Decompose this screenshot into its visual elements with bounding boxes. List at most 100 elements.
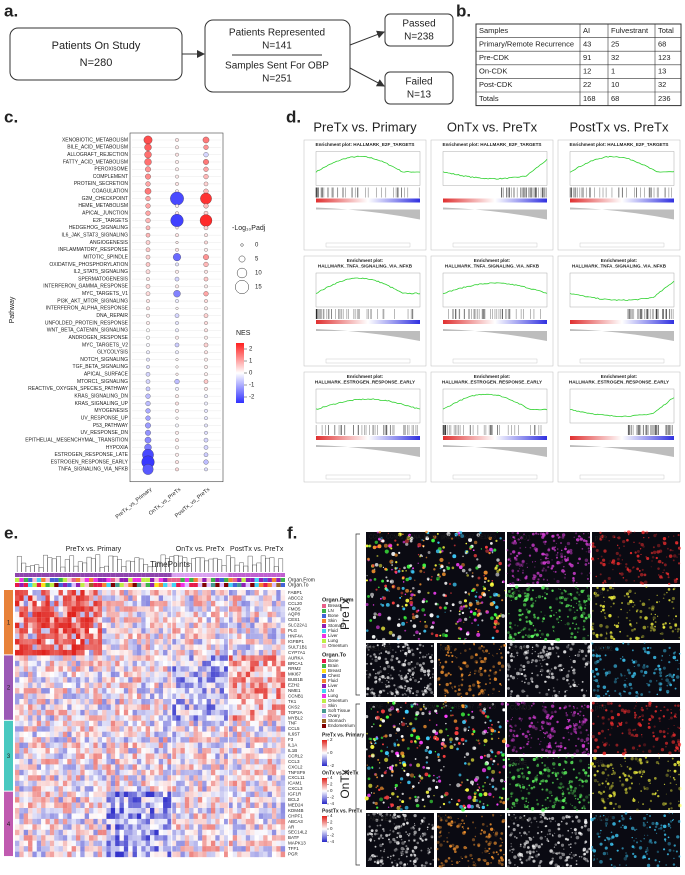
organ-cell <box>245 578 251 582</box>
heat-cell <box>254 704 259 710</box>
heat-cell <box>241 622 246 629</box>
heat-cell <box>228 622 233 629</box>
cell <box>483 587 487 591</box>
heat-cell <box>184 764 190 770</box>
heat-cell <box>167 590 172 596</box>
heat-cell <box>115 737 120 743</box>
cell <box>607 576 611 580</box>
heat-cell <box>163 818 168 825</box>
heat-cell <box>123 720 129 727</box>
heat-cell <box>167 633 172 640</box>
heat-cell <box>163 808 168 814</box>
cell <box>458 600 462 605</box>
heat-cell <box>245 775 251 781</box>
heat-cell <box>123 797 129 803</box>
heat-cell <box>136 688 142 694</box>
heat-cell <box>154 709 159 716</box>
heat-cell <box>123 628 129 634</box>
timepoint-cell <box>93 573 98 577</box>
heat-cell <box>89 644 94 651</box>
heat-cell <box>193 769 199 776</box>
heat-cell <box>128 699 133 705</box>
dendrogram <box>278 558 284 572</box>
heat-cell <box>158 758 164 765</box>
heat-cell <box>180 753 185 760</box>
gene-label: PLG <box>288 628 298 633</box>
heat-cell <box>80 851 85 858</box>
heat-cell <box>93 851 98 858</box>
cell <box>587 533 589 535</box>
heat-cell <box>84 682 90 689</box>
gsea-panel <box>430 255 554 367</box>
heat-cell <box>258 737 264 743</box>
heat-cell <box>163 709 168 716</box>
heat-cell <box>45 769 50 776</box>
heat-cell <box>271 846 277 852</box>
heat-cell <box>271 851 277 858</box>
heat-cell <box>280 753 286 760</box>
heat-cell <box>67 840 72 847</box>
heat-cell <box>89 846 94 852</box>
heat-cell <box>45 775 50 781</box>
heat-cell <box>202 791 207 798</box>
heat-cell <box>89 677 94 683</box>
heat-cell <box>89 851 94 858</box>
cell <box>413 634 415 636</box>
heat-cell <box>171 633 177 640</box>
rank-metric <box>316 207 420 220</box>
organ-cell <box>102 583 107 587</box>
legend-label: Lung <box>328 638 339 643</box>
heat-cell <box>171 709 177 716</box>
cell <box>501 614 505 618</box>
heat-cell <box>180 600 185 607</box>
heat-cell <box>67 677 72 683</box>
heat-cell <box>80 590 85 596</box>
heat-cell <box>176 797 181 803</box>
heat-cell <box>276 742 281 749</box>
bubble <box>200 192 212 205</box>
heat-cell <box>71 704 77 710</box>
heat-cell <box>136 813 142 819</box>
heat-cell <box>206 671 212 678</box>
cell <box>466 574 469 577</box>
heat-cell <box>23 628 29 634</box>
pathway-label: HEME_METABOLISM <box>78 203 128 209</box>
heat-cell <box>136 595 142 601</box>
heat-cell <box>41 590 46 596</box>
cell <box>425 530 428 534</box>
heat-cell <box>232 748 238 754</box>
heat-cell <box>15 835 20 841</box>
heat-cell <box>145 611 151 618</box>
organ-cell <box>263 583 268 587</box>
heat-cell <box>80 748 85 754</box>
heat-cell <box>180 617 185 623</box>
cell <box>496 569 500 573</box>
heat-cell <box>115 758 120 765</box>
legend-label: 4 <box>330 775 333 780</box>
heat-cell <box>189 671 194 678</box>
cell <box>427 578 430 581</box>
heat-cell <box>150 693 155 700</box>
cell <box>469 610 473 614</box>
bubble <box>175 182 179 186</box>
heat-cell <box>193 813 199 819</box>
heat-cell <box>58 818 64 825</box>
dendrogram <box>56 556 61 572</box>
bubble <box>174 276 180 282</box>
heat-cell <box>158 797 164 803</box>
cell <box>421 555 423 557</box>
heat-cell <box>62 600 68 607</box>
heat-cell <box>254 797 259 803</box>
table-cell: 13 <box>658 67 666 76</box>
heat-cell <box>54 835 59 841</box>
cell <box>536 581 539 584</box>
heat-cell <box>219 600 225 607</box>
heat-cell <box>263 671 268 678</box>
heat-cell <box>228 846 233 852</box>
heat-cell <box>23 824 29 830</box>
gene-label: EZH2 <box>288 683 300 688</box>
heat-cell <box>67 699 72 705</box>
heat-cell <box>193 639 199 645</box>
cell <box>623 545 625 547</box>
heat-cell <box>80 644 85 651</box>
